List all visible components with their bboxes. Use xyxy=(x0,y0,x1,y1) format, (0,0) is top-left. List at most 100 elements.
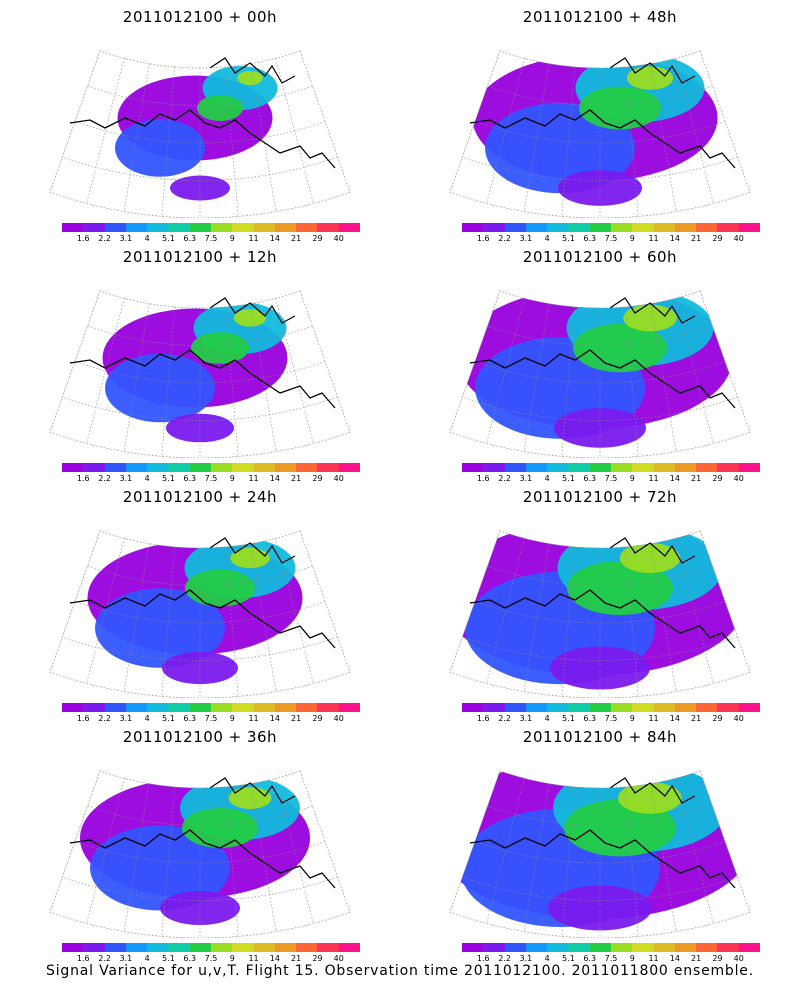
map-boundary xyxy=(49,50,351,218)
colorbar-labels: 1.6 2.2 3.1 4 5.1 6.3 7.5 9 11 14 21 29 40 xyxy=(62,954,360,964)
colorbar-swatch xyxy=(232,463,254,472)
colorbar-swatch xyxy=(83,943,105,952)
colorbar-tick-label: 9 xyxy=(229,474,235,483)
longitude-line xyxy=(299,290,351,433)
colorbar-tick-label: 40 xyxy=(333,714,344,723)
colorbar-swatch xyxy=(674,223,697,232)
latitude-line xyxy=(474,361,726,384)
colorbar-swatch xyxy=(210,223,233,232)
variance-region xyxy=(105,353,215,423)
colorbar-tick-label: 9 xyxy=(629,954,635,963)
colorbar-tick-label: 14 xyxy=(269,234,280,243)
latitude-line xyxy=(87,805,313,826)
colorbar-swatch xyxy=(83,703,105,712)
variance-map xyxy=(49,50,351,218)
colorbar-tick-label: 6.3 xyxy=(583,234,597,243)
colorbar-tick-label: 21 xyxy=(691,954,702,963)
colorbar-tick-label: 6.3 xyxy=(583,954,597,963)
colorbar-swatch xyxy=(168,703,190,712)
coastline xyxy=(469,349,736,409)
colorbar-swatch xyxy=(104,223,126,232)
colorbar-tick-label: 2.2 xyxy=(498,954,511,963)
coastline xyxy=(469,829,736,889)
colorbar-swatch xyxy=(189,463,211,472)
colorbar-tick-label: 2.2 xyxy=(498,714,511,723)
colorbar-swatch xyxy=(504,703,526,712)
colorbar-swatch xyxy=(525,703,548,712)
colorbar-tick-label: 1.6 xyxy=(76,474,90,483)
longitude-line xyxy=(625,546,639,697)
variance-region xyxy=(182,808,258,848)
variance-region xyxy=(237,71,263,85)
colorbar-tick-label: 21 xyxy=(291,234,302,243)
colorbar-swatch xyxy=(632,223,654,232)
variance-region xyxy=(579,86,661,130)
colorbar-swatch xyxy=(504,223,526,232)
colorbar-swatch xyxy=(653,463,675,472)
latitude-line xyxy=(99,290,301,309)
map-boundary xyxy=(49,290,351,458)
colorbar-swatch xyxy=(189,223,211,232)
colorbar-tick-label: 9 xyxy=(229,234,235,243)
colorbar-swatch xyxy=(338,943,360,952)
colorbar-tick-label: 1.6 xyxy=(76,234,90,243)
colorbar-tick-label: 5.1 xyxy=(162,714,175,723)
colorbar-swatch xyxy=(568,943,590,952)
colorbar-swatch xyxy=(717,943,739,952)
colorbar-tick-label: 6.3 xyxy=(583,474,597,483)
colorbar-swatch xyxy=(696,943,718,952)
colorbar-swatch xyxy=(296,943,318,952)
colorbar-swatch xyxy=(104,463,126,472)
colorbar-swatch xyxy=(738,703,760,712)
colorbar-tick-label: 14 xyxy=(669,234,680,243)
longitude-line xyxy=(299,50,351,193)
map-boundary xyxy=(49,530,351,698)
colorbar-swatch xyxy=(547,703,569,712)
longitude-line xyxy=(561,786,575,937)
coastline xyxy=(469,109,736,169)
colorbar-tick-label: 5.1 xyxy=(162,234,175,243)
colorbar-swatch xyxy=(547,943,569,952)
colorbar-tick-label: 3.1 xyxy=(519,714,533,723)
variance-region xyxy=(191,332,249,364)
colorbar-swatch xyxy=(274,223,297,232)
variance-map xyxy=(49,770,351,938)
colorbar-labels: 1.6 2.2 3.1 4 5.1 6.3 7.5 9 11 14 21 29 40 xyxy=(62,474,360,484)
latitude-line xyxy=(74,601,326,624)
colorbar-tick-label: 7.5 xyxy=(204,714,218,723)
latitude-line xyxy=(74,841,326,864)
colorbar-swatch xyxy=(338,463,360,472)
colorbar-swatch xyxy=(317,943,339,952)
map-panel: 2011012100 + 84h 1.6 2.2 3.1 4 5.1 6.3 7.5 9 11 14… xyxy=(400,720,800,963)
colorbar-tick-label: 5.1 xyxy=(162,954,175,963)
colorbar-tick-label: 14 xyxy=(669,954,680,963)
colorbar-swatch xyxy=(296,223,318,232)
colorbar-swatch xyxy=(525,943,548,952)
colorbar-tick-label: 7.5 xyxy=(604,474,618,483)
colorbar-swatch xyxy=(568,703,590,712)
map-panel: 2011012100 + 48h 1.6 2.2 3.1 4 5.1 6.3 7.5 9 11 14… xyxy=(400,0,800,243)
colorbar-swatch xyxy=(232,223,254,232)
colorbar-swatch xyxy=(253,463,275,472)
colorbar-swatch xyxy=(62,943,84,952)
colorbar xyxy=(62,463,360,472)
variance-map xyxy=(449,50,751,218)
latitude-line xyxy=(474,841,726,864)
colorbar-tick-label: 21 xyxy=(691,234,702,243)
colorbar-swatch xyxy=(210,463,233,472)
colorbar-swatch xyxy=(717,223,739,232)
map-boundary xyxy=(449,770,751,938)
colorbar-tick-label: 1.6 xyxy=(76,954,90,963)
colorbar-swatch xyxy=(338,223,360,232)
longitude-line xyxy=(86,778,125,924)
colorbar-tick-label: 1.6 xyxy=(476,234,490,243)
colorbar-swatch xyxy=(589,943,611,952)
coastline xyxy=(209,57,296,84)
colorbar-swatch xyxy=(462,463,484,472)
colorbar-tick-label: 40 xyxy=(733,954,744,963)
coastline xyxy=(609,777,696,804)
panel-title: 2011012100 + 24h xyxy=(122,488,278,506)
latitude-line xyxy=(487,805,713,826)
colorbar-tick-label: 3.1 xyxy=(119,954,133,963)
colorbar-swatch xyxy=(632,703,654,712)
